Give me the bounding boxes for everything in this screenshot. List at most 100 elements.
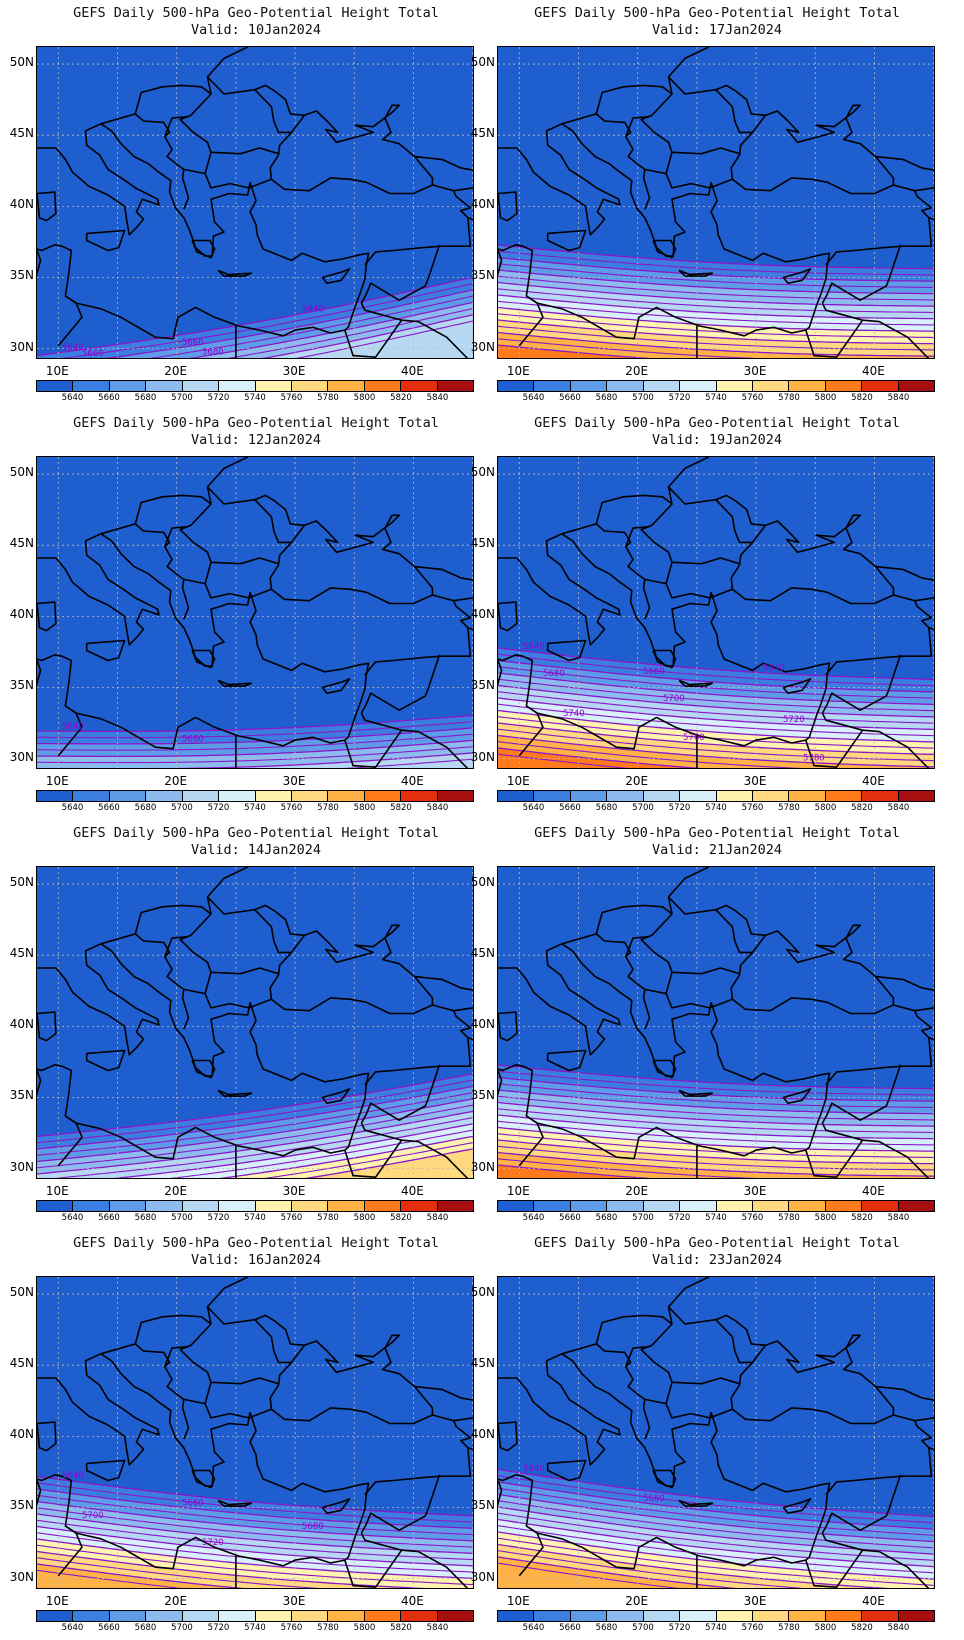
contour-line-5700 bbox=[498, 1101, 934, 1127]
lat-label: 40N bbox=[9, 1017, 34, 1032]
panel-title: GEFS Daily 500-hPa Geo-Potential Height … bbox=[534, 415, 900, 431]
contour-label: 5780 bbox=[803, 753, 825, 763]
coastline-border bbox=[183, 578, 206, 585]
contour-label: 5640 bbox=[523, 1464, 545, 1474]
lon-label: 10E bbox=[45, 364, 69, 378]
colorbar-label: 5680 bbox=[595, 1623, 618, 1633]
lon-label: 30E bbox=[282, 774, 306, 788]
contour-line-5670 bbox=[498, 263, 934, 289]
lat-label: 45N bbox=[9, 126, 34, 141]
coastline-border bbox=[37, 660, 42, 687]
contour-line-5790 bbox=[498, 1562, 680, 1588]
coastline-border bbox=[518, 1115, 544, 1167]
coastline-border bbox=[730, 104, 895, 195]
coastline-border bbox=[57, 1115, 83, 1167]
coastline-border bbox=[360, 1474, 441, 1534]
coastline-border bbox=[665, 152, 733, 189]
contour-label: 5680 bbox=[202, 348, 224, 358]
colorbar-label: 5760 bbox=[741, 393, 764, 403]
colorbar-label: 5840 bbox=[887, 803, 910, 813]
coastline-border bbox=[100, 1343, 190, 1440]
lon-label: 30E bbox=[282, 364, 306, 378]
coastline-border bbox=[254, 494, 305, 527]
contour-line-5640 bbox=[37, 714, 473, 733]
colorbar-label: 5700 bbox=[171, 1213, 193, 1223]
coastline-border bbox=[561, 943, 712, 1077]
contour-line-5650 bbox=[498, 653, 934, 687]
coastline-border bbox=[595, 896, 753, 954]
colorbar-swatch bbox=[534, 791, 571, 801]
contour-label: 5760 bbox=[683, 733, 705, 743]
colorbar-swatch bbox=[37, 1611, 74, 1621]
contour-label: 5640 bbox=[302, 305, 324, 315]
colorbar-label: 5820 bbox=[851, 1623, 873, 1633]
colorbar-swatch bbox=[73, 1611, 110, 1621]
contour-label: 5740 bbox=[563, 709, 585, 719]
coastline-border bbox=[254, 84, 305, 117]
colorbar-swatch bbox=[437, 1201, 474, 1211]
colorbar-label: 5640 bbox=[61, 803, 84, 813]
fill-band-5780 bbox=[498, 332, 934, 358]
contour-label: 5660 bbox=[182, 338, 204, 348]
coastline-border bbox=[206, 457, 249, 488]
contour-line-5740 bbox=[498, 709, 934, 743]
coastline-border bbox=[805, 1532, 864, 1588]
coastline-border bbox=[665, 562, 733, 599]
colorbar-swatch bbox=[146, 791, 183, 801]
coastline-border bbox=[401, 1549, 469, 1588]
lat-label: 35N bbox=[470, 1088, 495, 1103]
colorbar-label: 5800 bbox=[814, 803, 837, 813]
contour-line-5680 bbox=[498, 1493, 934, 1543]
contour-line-5760 bbox=[498, 722, 934, 756]
colorbar-label: 5760 bbox=[280, 393, 303, 403]
lon-label: 40E bbox=[862, 1594, 885, 1608]
colorbar-label: 5700 bbox=[171, 803, 193, 813]
coastline-border bbox=[518, 1525, 544, 1577]
coastline-border bbox=[782, 268, 812, 284]
colorbar-swatch bbox=[437, 381, 474, 391]
coastline-border bbox=[825, 1414, 933, 1496]
colorbar-swatch bbox=[328, 1201, 365, 1211]
coastline-border bbox=[715, 84, 766, 117]
colorbar bbox=[36, 1200, 474, 1212]
colorbar-label: 5660 bbox=[559, 1623, 581, 1633]
contour-line-5670 bbox=[498, 1083, 934, 1109]
colorbar-swatch bbox=[255, 1611, 292, 1621]
colorbar-swatch bbox=[182, 791, 220, 801]
coastline-border bbox=[206, 867, 249, 898]
coastline-border bbox=[217, 1499, 253, 1507]
colorbar-label: 5820 bbox=[390, 1213, 412, 1223]
coastline-border bbox=[134, 76, 292, 134]
fill-band-5780 bbox=[37, 1564, 238, 1588]
coastline-border bbox=[344, 1122, 403, 1178]
coastline-border bbox=[401, 319, 469, 358]
colorbar-label: 5660 bbox=[98, 1213, 120, 1223]
colorbar-swatch bbox=[109, 1611, 147, 1621]
coastline-border bbox=[269, 1334, 434, 1425]
coastline-border bbox=[730, 1334, 895, 1425]
colorbar-label: 5720 bbox=[668, 1623, 691, 1633]
colorbar bbox=[36, 790, 474, 802]
colorbar-swatch bbox=[607, 381, 644, 391]
colorbar-swatch bbox=[437, 1611, 474, 1621]
coastline-border bbox=[254, 904, 305, 937]
height-field-map bbox=[36, 866, 474, 1179]
colorbar-label: 5760 bbox=[741, 1623, 764, 1633]
colorbar-swatch bbox=[219, 1611, 256, 1621]
lon-label: 20E bbox=[164, 1594, 188, 1608]
colorbar-swatch bbox=[498, 1201, 535, 1211]
coastline-border bbox=[364, 184, 472, 266]
contour-line-5740 bbox=[218, 1135, 473, 1178]
panel-title: GEFS Daily 500-hPa Geo-Potential Height … bbox=[534, 825, 900, 841]
contour-line-5740 bbox=[37, 1538, 473, 1580]
lon-label: 10E bbox=[506, 1184, 530, 1198]
coastline-border bbox=[321, 268, 351, 284]
lat-label: 35N bbox=[9, 1498, 34, 1513]
colorbar-swatch bbox=[825, 1201, 863, 1211]
colorbar-swatch bbox=[182, 1201, 220, 1211]
colorbar-label: 5780 bbox=[778, 803, 800, 813]
colorbar-swatch bbox=[789, 381, 826, 391]
colorbar-label: 5840 bbox=[426, 1213, 449, 1223]
coastline-border bbox=[191, 239, 216, 259]
colorbar-swatch bbox=[109, 381, 147, 391]
